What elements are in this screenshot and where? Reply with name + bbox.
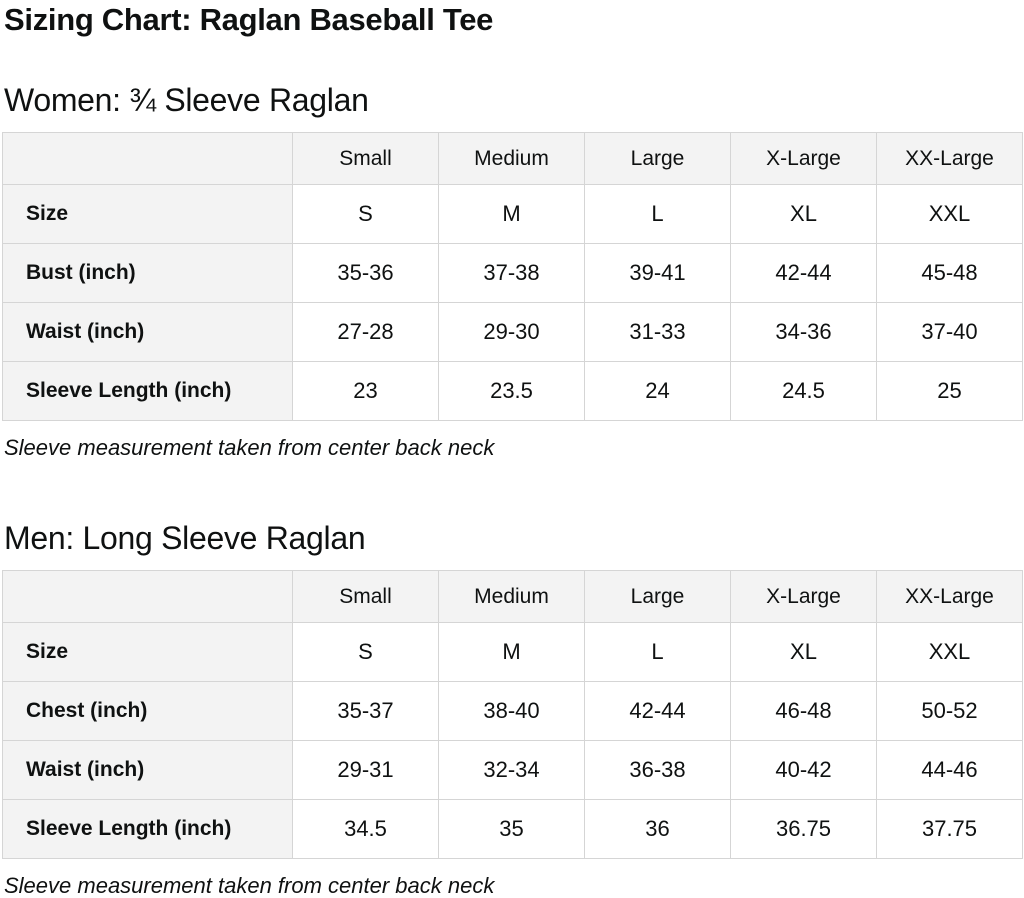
table-row-sleeve-length: Sleeve Length (inch) 23 23.5 24 24.5 25 — [2, 361, 1023, 421]
cell-waist-medium: 32-34 — [438, 740, 585, 800]
cell-waist-xx-large: 44-46 — [876, 740, 1023, 800]
table-row-waist: Waist (inch) 27-28 29-30 31-33 34-36 37-… — [2, 302, 1023, 362]
men-table-footnote: Sleeve measurement taken from center bac… — [4, 873, 495, 898]
cell-size-large: L — [584, 622, 731, 682]
cell-waist-small: 27-28 — [292, 302, 439, 362]
section-heading-men: Men: Long Sleeve Raglan — [4, 520, 366, 556]
row-label-size: Size — [2, 622, 293, 682]
row-label-waist: Waist (inch) — [2, 740, 293, 800]
cell-chest-small: 35-37 — [292, 681, 439, 741]
row-label-sleeve-length: Sleeve Length (inch) — [2, 799, 293, 859]
men-sizing-table: Small Medium Large X-Large XX-Large Size… — [2, 570, 1023, 859]
cell-waist-large: 31-33 — [584, 302, 731, 362]
column-header-small: Small — [292, 132, 439, 185]
cell-sleeve-large: 24 — [584, 361, 731, 421]
cell-bust-large: 39-41 — [584, 243, 731, 303]
cell-size-xx-large: XXL — [876, 184, 1023, 244]
column-header-small: Small — [292, 570, 439, 623]
cell-waist-x-large: 34-36 — [730, 302, 877, 362]
row-label-sleeve-length: Sleeve Length (inch) — [2, 361, 293, 421]
cell-sleeve-small: 23 — [292, 361, 439, 421]
column-header-large: Large — [584, 570, 731, 623]
cell-chest-large: 42-44 — [584, 681, 731, 741]
column-header-medium: Medium — [438, 132, 585, 185]
table-row-chest: Chest (inch) 35-37 38-40 42-44 46-48 50-… — [2, 681, 1023, 741]
row-label-waist: Waist (inch) — [2, 302, 293, 362]
cell-sleeve-medium: 35 — [438, 799, 585, 859]
cell-sleeve-x-large: 36.75 — [730, 799, 877, 859]
table-header-row: Small Medium Large X-Large XX-Large — [2, 132, 1023, 185]
column-header-xx-large: XX-Large — [876, 570, 1023, 623]
cell-sleeve-medium: 23.5 — [438, 361, 585, 421]
cell-size-x-large: XL — [730, 184, 877, 244]
cell-size-medium: M — [438, 184, 585, 244]
cell-size-small: S — [292, 184, 439, 244]
column-header-medium: Medium — [438, 570, 585, 623]
cell-sleeve-small: 34.5 — [292, 799, 439, 859]
cell-size-xx-large: XXL — [876, 622, 1023, 682]
cell-chest-xx-large: 50-52 — [876, 681, 1023, 741]
cell-sleeve-x-large: 24.5 — [730, 361, 877, 421]
cell-chest-x-large: 46-48 — [730, 681, 877, 741]
page-title: Sizing Chart: Raglan Baseball Tee — [4, 2, 494, 37]
column-header-xx-large: XX-Large — [876, 132, 1023, 185]
row-label-size: Size — [2, 184, 293, 244]
section-heading-women: Women: ¾ Sleeve Raglan — [4, 82, 369, 118]
cell-bust-x-large: 42-44 — [730, 243, 877, 303]
cell-sleeve-large: 36 — [584, 799, 731, 859]
table-row-sleeve-length: Sleeve Length (inch) 34.5 35 36 36.75 37… — [2, 799, 1023, 859]
corner-cell — [2, 132, 293, 185]
cell-sleeve-xx-large: 25 — [876, 361, 1023, 421]
cell-size-large: L — [584, 184, 731, 244]
cell-size-small: S — [292, 622, 439, 682]
cell-bust-xx-large: 45-48 — [876, 243, 1023, 303]
row-label-chest: Chest (inch) — [2, 681, 293, 741]
table-row-size: Size S M L XL XXL — [2, 184, 1023, 244]
table-row-waist: Waist (inch) 29-31 32-34 36-38 40-42 44-… — [2, 740, 1023, 800]
women-table-footnote: Sleeve measurement taken from center bac… — [4, 435, 495, 460]
cell-bust-small: 35-36 — [292, 243, 439, 303]
cell-waist-small: 29-31 — [292, 740, 439, 800]
column-header-x-large: X-Large — [730, 132, 877, 185]
cell-waist-medium: 29-30 — [438, 302, 585, 362]
cell-chest-medium: 38-40 — [438, 681, 585, 741]
cell-sleeve-xx-large: 37.75 — [876, 799, 1023, 859]
cell-size-medium: M — [438, 622, 585, 682]
corner-cell — [2, 570, 293, 623]
cell-waist-large: 36-38 — [584, 740, 731, 800]
table-row-bust: Bust (inch) 35-36 37-38 39-41 42-44 45-4… — [2, 243, 1023, 303]
cell-size-x-large: XL — [730, 622, 877, 682]
women-sizing-table: Small Medium Large X-Large XX-Large Size… — [2, 132, 1023, 421]
table-row-size: Size S M L XL XXL — [2, 622, 1023, 682]
cell-waist-x-large: 40-42 — [730, 740, 877, 800]
column-header-x-large: X-Large — [730, 570, 877, 623]
cell-bust-medium: 37-38 — [438, 243, 585, 303]
row-label-bust: Bust (inch) — [2, 243, 293, 303]
cell-waist-xx-large: 37-40 — [876, 302, 1023, 362]
table-header-row: Small Medium Large X-Large XX-Large — [2, 570, 1023, 623]
column-header-large: Large — [584, 132, 731, 185]
